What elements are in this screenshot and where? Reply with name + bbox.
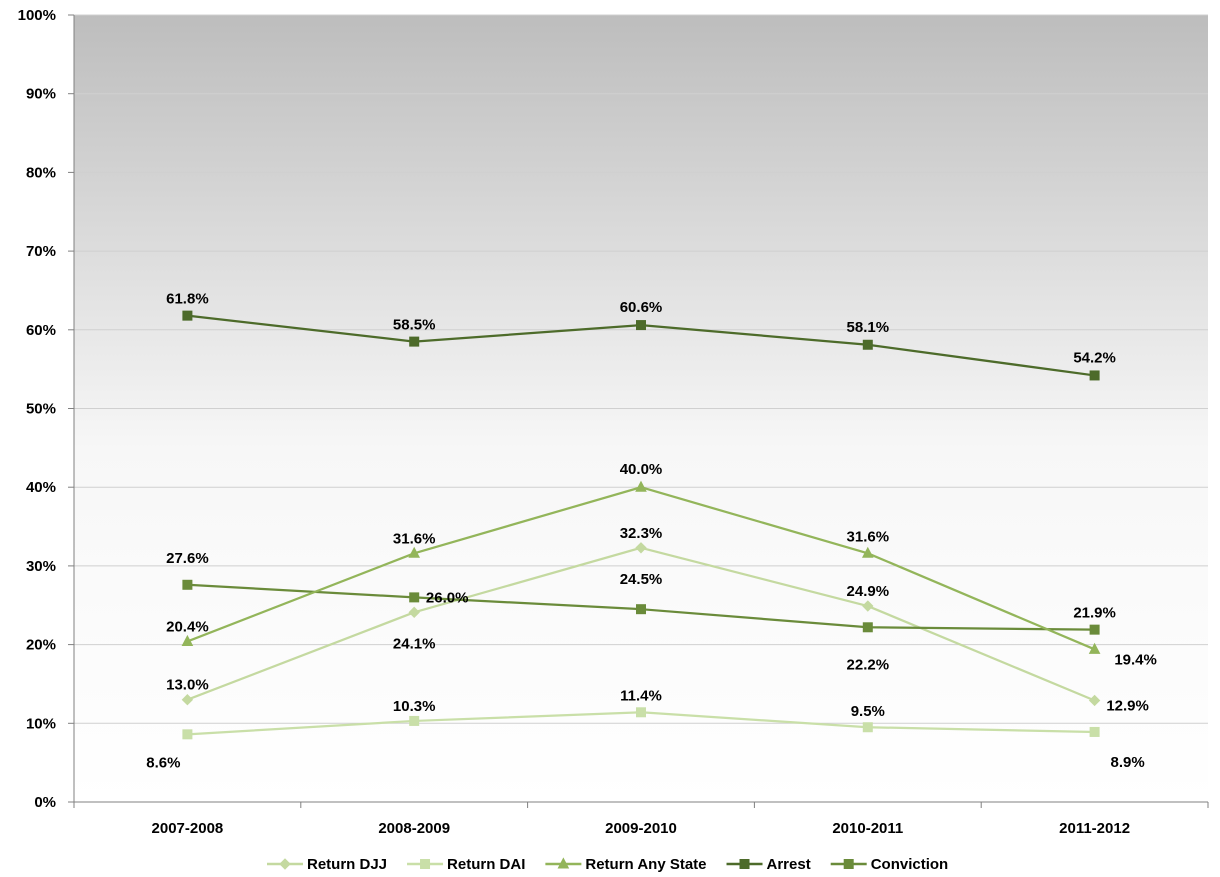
legend-marker: [279, 858, 291, 870]
series-conviction: [182, 579, 1100, 635]
data-label: 58.5%: [393, 317, 436, 334]
y-tick-label: 80%: [26, 164, 56, 181]
legend-item: Arrest: [726, 856, 811, 873]
x-tick-label: 2011-2012: [1059, 820, 1130, 837]
legend: Return DJJ Return DAI Return Any State Arre…: [267, 856, 948, 873]
data-point: [636, 320, 646, 331]
data-label: 9.5%: [851, 703, 885, 720]
data-label: 26.0%: [426, 589, 469, 606]
data-point: [1089, 726, 1100, 737]
data-label: 24.9%: [847, 583, 890, 600]
data-point: [409, 715, 420, 726]
data-point: [408, 546, 421, 558]
legend-item: Conviction: [830, 856, 949, 873]
data-label: 21.9%: [1073, 605, 1116, 622]
data-label: 32.3%: [620, 525, 663, 542]
x-tick-label: 2010-2011: [832, 820, 903, 837]
data-label: 31.6%: [393, 530, 436, 547]
data-point: [181, 693, 194, 706]
data-label: 13.0%: [166, 677, 209, 694]
axes: 0% 10% 20% 30% 40% 50% 60% 70% 80% 90% 100% 2007-20…: [18, 7, 1209, 837]
data-label: 60.6%: [620, 299, 663, 316]
data-label: 8.9%: [1110, 754, 1144, 771]
data-point: [635, 542, 647, 554]
y-tick-label: 0%: [34, 794, 56, 811]
legend-label: Return Any State: [585, 856, 706, 873]
y-tick-label: 30%: [26, 558, 56, 575]
legend-marker: [557, 857, 570, 869]
data-point: [861, 546, 874, 558]
data-point: [1089, 624, 1100, 635]
legend-label: Return DJJ: [307, 856, 387, 873]
legend-label: Return DAI: [447, 856, 525, 873]
legend-marker: [739, 859, 750, 869]
data-point: [182, 310, 193, 321]
x-tick-label: 2009-2010: [605, 820, 677, 837]
data-point: [1089, 370, 1100, 381]
series-return-dai: [182, 707, 1100, 740]
y-tick-label: 10%: [26, 715, 56, 732]
data-point: [409, 592, 420, 603]
data-point: [1088, 642, 1101, 654]
data-point: [636, 604, 646, 615]
legend-label: Conviction: [871, 856, 949, 873]
legend-item: Return Any State: [545, 856, 707, 873]
y-tick-label: 100%: [18, 7, 56, 24]
data-point: [409, 336, 420, 347]
data-label: 11.4%: [620, 687, 662, 704]
series-arrest: [182, 310, 1100, 381]
series-layer: [181, 310, 1101, 740]
data-label: 24.5%: [620, 571, 663, 588]
series-return-djj: [181, 542, 1101, 707]
data-label: 27.6%: [166, 550, 209, 567]
legend-marker: [420, 859, 431, 869]
y-tick-label: 60%: [26, 322, 56, 339]
y-tick-label: 70%: [26, 243, 56, 260]
data-label: 20.4%: [166, 618, 209, 635]
data-label: 12.9%: [1106, 697, 1149, 714]
y-tick-label: 40%: [26, 479, 56, 496]
y-tick-label: 90%: [26, 86, 56, 103]
data-label: 61.8%: [166, 291, 209, 308]
data-point: [862, 339, 873, 350]
data-label: 40.0%: [620, 461, 663, 478]
data-label: 8.6%: [146, 754, 180, 771]
data-point: [862, 600, 874, 612]
data-label: 58.1%: [847, 319, 890, 336]
data-point: [636, 707, 646, 718]
data-point: [635, 480, 647, 492]
data-label: 19.4%: [1114, 651, 1157, 668]
data-label: 31.6%: [847, 528, 890, 545]
legend-item: Return DAI: [407, 856, 525, 873]
y-tick-label: 20%: [26, 637, 56, 654]
data-point: [182, 579, 193, 590]
series-return-any-state: [181, 480, 1101, 654]
legend-marker: [843, 859, 854, 869]
legend-label: Arrest: [767, 856, 811, 873]
data-point: [408, 606, 420, 619]
data-point: [862, 622, 873, 633]
x-tick-label: 2008-2009: [378, 820, 450, 837]
data-point: [181, 634, 194, 646]
data-label: 10.3%: [393, 698, 436, 715]
y-tick-label: 50%: [26, 401, 56, 418]
data-point: [182, 729, 193, 740]
x-tick-label: 2007-2008: [152, 820, 224, 837]
data-label: 54.2%: [1073, 349, 1116, 366]
data-point: [862, 722, 873, 733]
data-label: 24.1%: [393, 635, 436, 652]
legend-item: Return DJJ: [267, 856, 387, 873]
data-labels: 13.0% 24.1% 32.3% 24.9% 12.9% 8.6% 10.3% 11.4% 9…: [146, 291, 1157, 772]
data-label: 22.2%: [847, 656, 890, 673]
data-point: [1088, 694, 1101, 707]
